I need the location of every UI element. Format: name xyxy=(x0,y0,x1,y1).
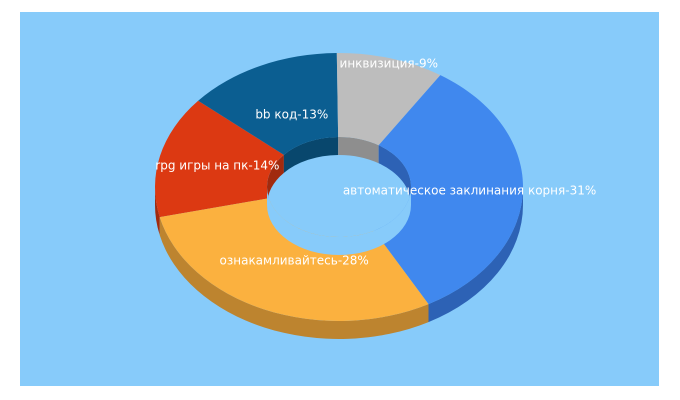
slice-4 xyxy=(159,198,429,321)
slice-label-0: rpg игры на пк-14% xyxy=(155,159,279,173)
slice-label-3: автоматическое заклинания корня-31% xyxy=(343,184,596,198)
slice-inner-wall xyxy=(378,145,411,205)
slice-side xyxy=(159,217,429,339)
slice-inner-wall xyxy=(338,136,379,164)
slice-label-4: ознакамливайтесь-28% xyxy=(220,253,369,267)
donut-tops xyxy=(155,53,523,321)
slice-label-1: bb код-13% xyxy=(255,107,328,121)
slice-side xyxy=(155,187,160,236)
slice-label-2: инквизиция-9% xyxy=(340,57,439,71)
slice-inner-wall xyxy=(267,154,284,205)
slice-0 xyxy=(155,100,284,218)
slice-2 xyxy=(336,53,441,146)
chart-panel: rpg игры на пк-14% bb код-13% инквизиция-9… xyxy=(20,12,659,386)
slice-labels: rpg игры на пк-14% bb код-13% инквизиция-9… xyxy=(155,57,596,268)
slice-1 xyxy=(198,53,339,155)
donut-sides xyxy=(155,187,523,339)
slice-3 xyxy=(374,75,523,305)
donut-hole xyxy=(267,187,411,255)
slice-inner-wall xyxy=(283,137,339,173)
slice-side xyxy=(428,187,523,323)
donut-chart: rpg игры на пк-14% bb код-13% инквизиция-9… xyxy=(20,12,659,386)
